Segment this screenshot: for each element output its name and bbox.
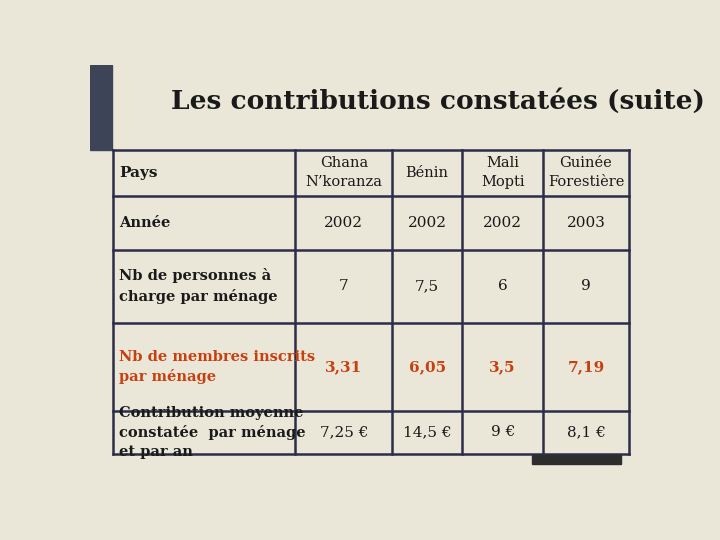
Text: 3,5: 3,5 (490, 360, 516, 374)
Text: Bénin: Bénin (405, 166, 449, 180)
Text: 7,25 €: 7,25 € (320, 426, 368, 440)
Text: 2002: 2002 (324, 215, 364, 230)
Bar (90, 65, 112, 150)
Text: Guinée
Forestière: Guinée Forestière (548, 156, 624, 190)
Text: Ghana
N’koranza: Ghana N’koranza (305, 156, 382, 190)
Text: Mali
Mopti: Mali Mopti (481, 156, 524, 190)
Text: 6,05: 6,05 (408, 360, 446, 374)
Text: 2002: 2002 (483, 215, 522, 230)
Text: 7,19: 7,19 (567, 360, 605, 374)
Text: 3,31: 3,31 (325, 360, 362, 374)
Text: Année: Année (120, 215, 171, 230)
Text: 7,5: 7,5 (415, 279, 439, 293)
Text: 14,5 €: 14,5 € (403, 426, 451, 440)
Text: Nb de personnes à
charge par ménage: Nb de personnes à charge par ménage (120, 268, 278, 304)
Bar (532, 455, 621, 464)
Text: 9: 9 (581, 279, 591, 293)
Text: Pays: Pays (120, 166, 158, 180)
Text: 6: 6 (498, 279, 508, 293)
Text: Les contributions constatées (suite): Les contributions constatées (suite) (171, 88, 706, 113)
Text: 2002: 2002 (408, 215, 446, 230)
Text: Contribution moyenne
constatée  par ménage
et par an: Contribution moyenne constatée par ménag… (120, 406, 306, 459)
Text: 8,1 €: 8,1 € (567, 426, 606, 440)
Text: Nb de membres inscrits
par ménage: Nb de membres inscrits par ménage (120, 350, 315, 384)
Text: 7: 7 (339, 279, 348, 293)
Text: 9 €: 9 € (490, 426, 515, 440)
Text: 2003: 2003 (567, 215, 606, 230)
